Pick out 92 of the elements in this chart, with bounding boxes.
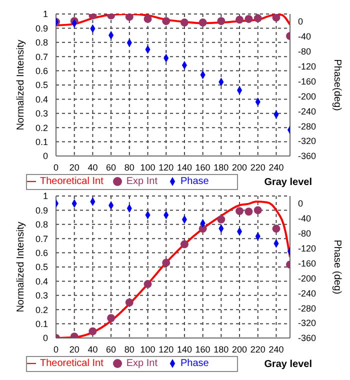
x-tick-label: 20	[69, 344, 80, 354]
y-tick-label: 0.5	[35, 262, 48, 272]
x-tick-label: 200	[232, 162, 248, 172]
x-tick-label: 220	[250, 162, 266, 172]
y2-tick-label: -280	[298, 121, 316, 132]
x-tick-label: 20	[69, 162, 80, 172]
x-tick-label: 0	[53, 162, 59, 172]
y-axis-title: Normalized Intensity	[16, 40, 27, 130]
point	[272, 224, 280, 233]
y2-tick-label: -360	[298, 151, 316, 162]
legend-label: Phase	[180, 176, 209, 187]
point	[125, 298, 134, 306]
y2-tick-label: -40	[298, 214, 312, 224]
y-tick-label: 0.9	[35, 205, 48, 216]
x-tick-label: 60	[106, 162, 116, 172]
y2-tick-label: -80	[298, 228, 312, 239]
y2-tick-label: 0	[298, 16, 304, 27]
x-tick-label: 200	[232, 344, 248, 354]
x-tick-label: 160	[195, 162, 210, 172]
y-tick-label: 0.5	[35, 80, 48, 90]
y-tick-label: 0.7	[35, 234, 48, 244]
y2-tick-label: -280	[298, 303, 316, 314]
y-axis-title: Normalized Intensity	[16, 222, 27, 312]
point	[88, 327, 97, 336]
y2-tick-label: -200	[298, 91, 316, 102]
legend-label: Theoretical Int	[40, 176, 104, 187]
x-tick-label: 40	[88, 162, 98, 172]
x-tick-label: 100	[140, 344, 156, 354]
y2-axis-title: Phase (deg)	[331, 240, 342, 294]
x-tick-label: 80	[124, 344, 134, 354]
y-tick-label: 0	[42, 333, 48, 344]
point	[144, 280, 152, 288]
point	[244, 208, 253, 216]
y-tick-label: 0.4	[35, 94, 48, 104]
y-tick-label: 1	[42, 191, 48, 202]
x-tick-label: 80	[124, 162, 134, 172]
point	[236, 207, 244, 216]
y-tick-label: 0.9	[35, 23, 48, 34]
y-tick-label: 0.8	[35, 38, 48, 48]
y-tick-label: 0.1	[35, 136, 48, 147]
point	[162, 258, 170, 267]
point	[217, 215, 226, 224]
y-tick-label: 0.1	[35, 318, 48, 329]
y2-tick-label: -240	[298, 106, 316, 116]
x-tick-label: 140	[176, 162, 192, 172]
y2-tick-label: -360	[298, 333, 316, 344]
y2-tick-label: -120	[298, 244, 316, 254]
y2-tick-label: -320	[298, 318, 316, 328]
x-tick-label: 240	[268, 162, 284, 172]
x-tick-label: 240	[268, 344, 284, 354]
x-tick-label: 160	[195, 344, 210, 354]
x-tick-label: 100	[140, 162, 156, 172]
y-tick-label: 0.3	[35, 108, 48, 119]
y2-tick-label: 0	[298, 198, 304, 209]
x-tick-label: 60	[106, 344, 116, 354]
line-series	[56, 14, 290, 26]
x-tick-label: 180	[214, 344, 229, 354]
y2-tick-label: -40	[298, 32, 312, 42]
y2-tick-label: -320	[298, 136, 316, 146]
y2-tick-label: -240	[298, 288, 316, 298]
y2-axis-title: Phase(deg)	[331, 59, 342, 111]
x-tick-label: 120	[158, 162, 174, 172]
y2-tick-label: -120	[298, 62, 316, 72]
y2-tick-label: -200	[298, 273, 316, 284]
x-tick-label: 180	[214, 162, 229, 172]
y2-tick-label: -80	[298, 46, 312, 57]
legend-label: Phase	[180, 358, 209, 369]
x-axis-title: Gray level	[264, 177, 312, 188]
legend-label: Exp Int	[126, 176, 158, 187]
legend-label: Exp Int	[126, 358, 158, 369]
point	[254, 206, 262, 214]
x-tick-label: 40	[88, 344, 98, 354]
y-tick-label: 0.8	[35, 220, 48, 230]
y-tick-label: 0.2	[35, 304, 48, 315]
y-tick-label: 0.4	[35, 276, 48, 286]
x-tick-label: 120	[158, 344, 174, 354]
legend-label: Theoretical Int	[40, 358, 104, 369]
y-tick-label: 0.6	[35, 248, 48, 258]
y-tick-label: 0.3	[35, 290, 48, 301]
y-tick-label: 1	[42, 9, 48, 20]
x-tick-label: 220	[250, 344, 266, 354]
y2-tick-label: -160	[298, 258, 316, 268]
y2-tick-label: -160	[298, 76, 316, 86]
x-tick-label: 0	[53, 344, 59, 354]
point	[107, 314, 116, 322]
y-tick-label: 0.6	[35, 66, 48, 76]
x-tick-label: 140	[176, 344, 192, 354]
y-tick-label: 0.2	[35, 122, 48, 133]
x-axis-title: Gray level	[264, 359, 312, 370]
point	[180, 240, 188, 248]
y-tick-label: 0.7	[35, 52, 48, 62]
y-tick-label: 0	[42, 151, 48, 162]
